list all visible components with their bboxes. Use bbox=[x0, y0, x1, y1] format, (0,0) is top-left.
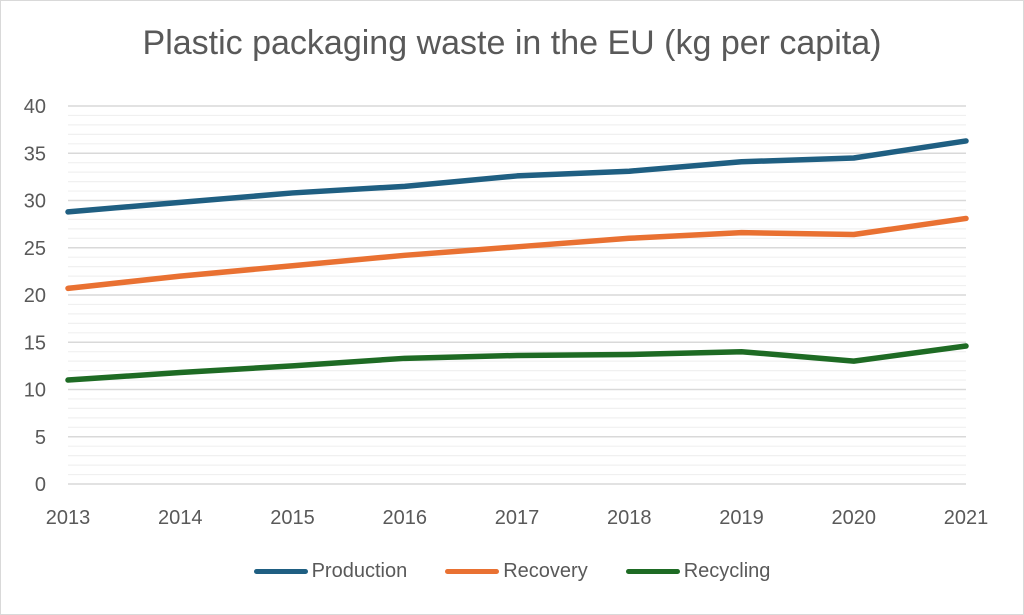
x-tick-label: 2017 bbox=[495, 507, 540, 529]
legend: Production Recovery Recycling bbox=[0, 560, 1024, 583]
y-tick-label: 25 bbox=[24, 238, 46, 260]
x-axis-ticks: 2013 2014 2015 2016 2017 2018 2019 2020 2021 bbox=[46, 507, 989, 529]
legend-label: Recovery bbox=[503, 560, 588, 582]
x-tick-label: 2015 bbox=[270, 507, 315, 529]
y-tick-label: 5 bbox=[35, 427, 46, 449]
y-tick-label: 10 bbox=[24, 380, 46, 402]
x-tick-label: 2013 bbox=[46, 507, 91, 529]
legend-item-recycling: Recycling bbox=[625, 560, 771, 583]
chart-title: Plastic packaging waste in the EU (kg pe… bbox=[142, 24, 882, 62]
y-tick-label: 15 bbox=[24, 332, 46, 354]
y-tick-label: 30 bbox=[24, 191, 46, 213]
x-tick-label: 2016 bbox=[383, 507, 428, 529]
x-tick-label: 2014 bbox=[158, 507, 203, 529]
legend-swatch bbox=[253, 569, 308, 574]
series-lines bbox=[65, 138, 969, 383]
legend-item-production: Production bbox=[253, 560, 408, 583]
legend-label: Recycling bbox=[683, 560, 771, 582]
x-tick-label: 2021 bbox=[944, 507, 989, 529]
y-tick-label: 20 bbox=[24, 285, 46, 307]
legend-swatch bbox=[625, 569, 680, 574]
gridlines bbox=[68, 105, 966, 485]
y-tick-label: 0 bbox=[35, 474, 46, 496]
x-tick-label: 2019 bbox=[719, 507, 764, 529]
legend-swatch bbox=[445, 569, 500, 574]
y-axis-ticks: 0 5 10 15 20 25 30 35 40 bbox=[24, 96, 46, 496]
legend-item-recovery: Recovery bbox=[445, 560, 588, 583]
x-tick-label: 2018 bbox=[607, 507, 652, 529]
y-tick-label: 35 bbox=[24, 143, 46, 165]
legend-label: Production bbox=[311, 560, 408, 582]
y-tick-label: 40 bbox=[24, 96, 46, 118]
x-tick-label: 2020 bbox=[832, 507, 877, 529]
